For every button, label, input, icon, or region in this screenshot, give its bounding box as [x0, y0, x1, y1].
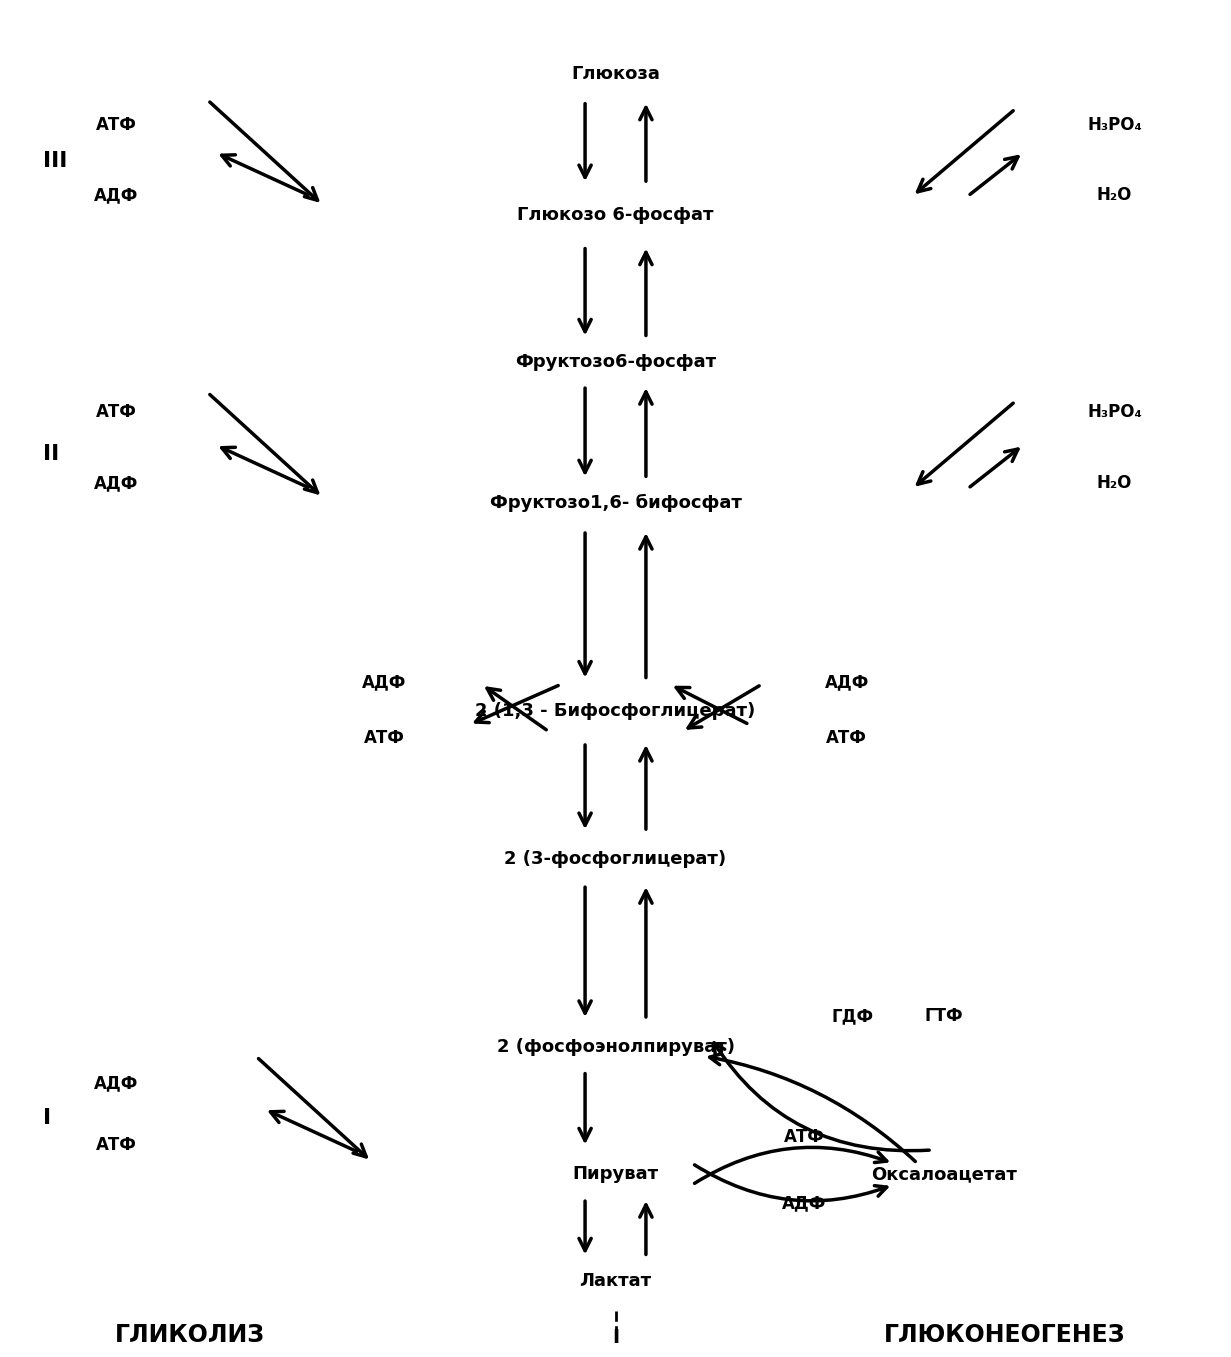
Text: H₃PO₄: H₃PO₄ — [1087, 115, 1142, 134]
Text: АТФ: АТФ — [826, 729, 867, 748]
Text: АДФ: АДФ — [782, 1194, 826, 1213]
Text: Пируват: Пируват — [572, 1166, 659, 1183]
Text: АТФ: АТФ — [96, 1136, 137, 1153]
Text: Оксалоацетат: Оксалоацетат — [872, 1166, 1017, 1183]
Text: I: I — [612, 1329, 619, 1348]
Text: 2 (3-фосфоглицерат): 2 (3-фосфоглицерат) — [505, 849, 726, 868]
Text: H₂O: H₂O — [1097, 186, 1133, 204]
Text: АТФ: АТФ — [364, 729, 405, 748]
Text: Фруктозо1,6- бифосфат: Фруктозо1,6- бифосфат — [490, 494, 741, 513]
Text: АДФ: АДФ — [95, 1073, 139, 1092]
Text: III: III — [43, 151, 68, 171]
Text: АТФ: АТФ — [784, 1128, 825, 1145]
Text: АТФ: АТФ — [96, 403, 137, 421]
Text: Глюкоза: Глюкоза — [571, 65, 660, 83]
Text: ГЛЮКОНЕОГЕНЕЗ: ГЛЮКОНЕОГЕНЕЗ — [884, 1323, 1125, 1348]
Text: II: II — [43, 444, 60, 464]
Text: Фруктозо6-фосфат: Фруктозо6-фосфат — [515, 353, 716, 372]
Text: Глюкозо 6-фосфат: Глюкозо 6-фосфат — [517, 206, 714, 224]
Text: ГДФ: ГДФ — [832, 1007, 874, 1025]
Text: АТФ: АТФ — [96, 115, 137, 134]
Text: H₃PO₄: H₃PO₄ — [1087, 403, 1142, 421]
Text: ГЛИКОЛИЗ: ГЛИКОЛИЗ — [114, 1323, 265, 1348]
Text: 2 (фосфоэнолпируват): 2 (фосфоэнолпируват) — [496, 1038, 735, 1056]
Text: АДФ: АДФ — [825, 673, 869, 691]
Text: H₂O: H₂O — [1097, 474, 1133, 493]
Text: ГТФ: ГТФ — [924, 1007, 964, 1025]
Text: АДФ: АДФ — [95, 186, 139, 204]
Text: АДФ: АДФ — [362, 673, 406, 691]
Text: 2 (1,3 - Бифосфоглицерат): 2 (1,3 - Бифосфоглицерат) — [475, 703, 756, 721]
Text: I: I — [43, 1107, 52, 1128]
Text: АДФ: АДФ — [95, 474, 139, 493]
Text: Лактат: Лактат — [580, 1273, 651, 1291]
